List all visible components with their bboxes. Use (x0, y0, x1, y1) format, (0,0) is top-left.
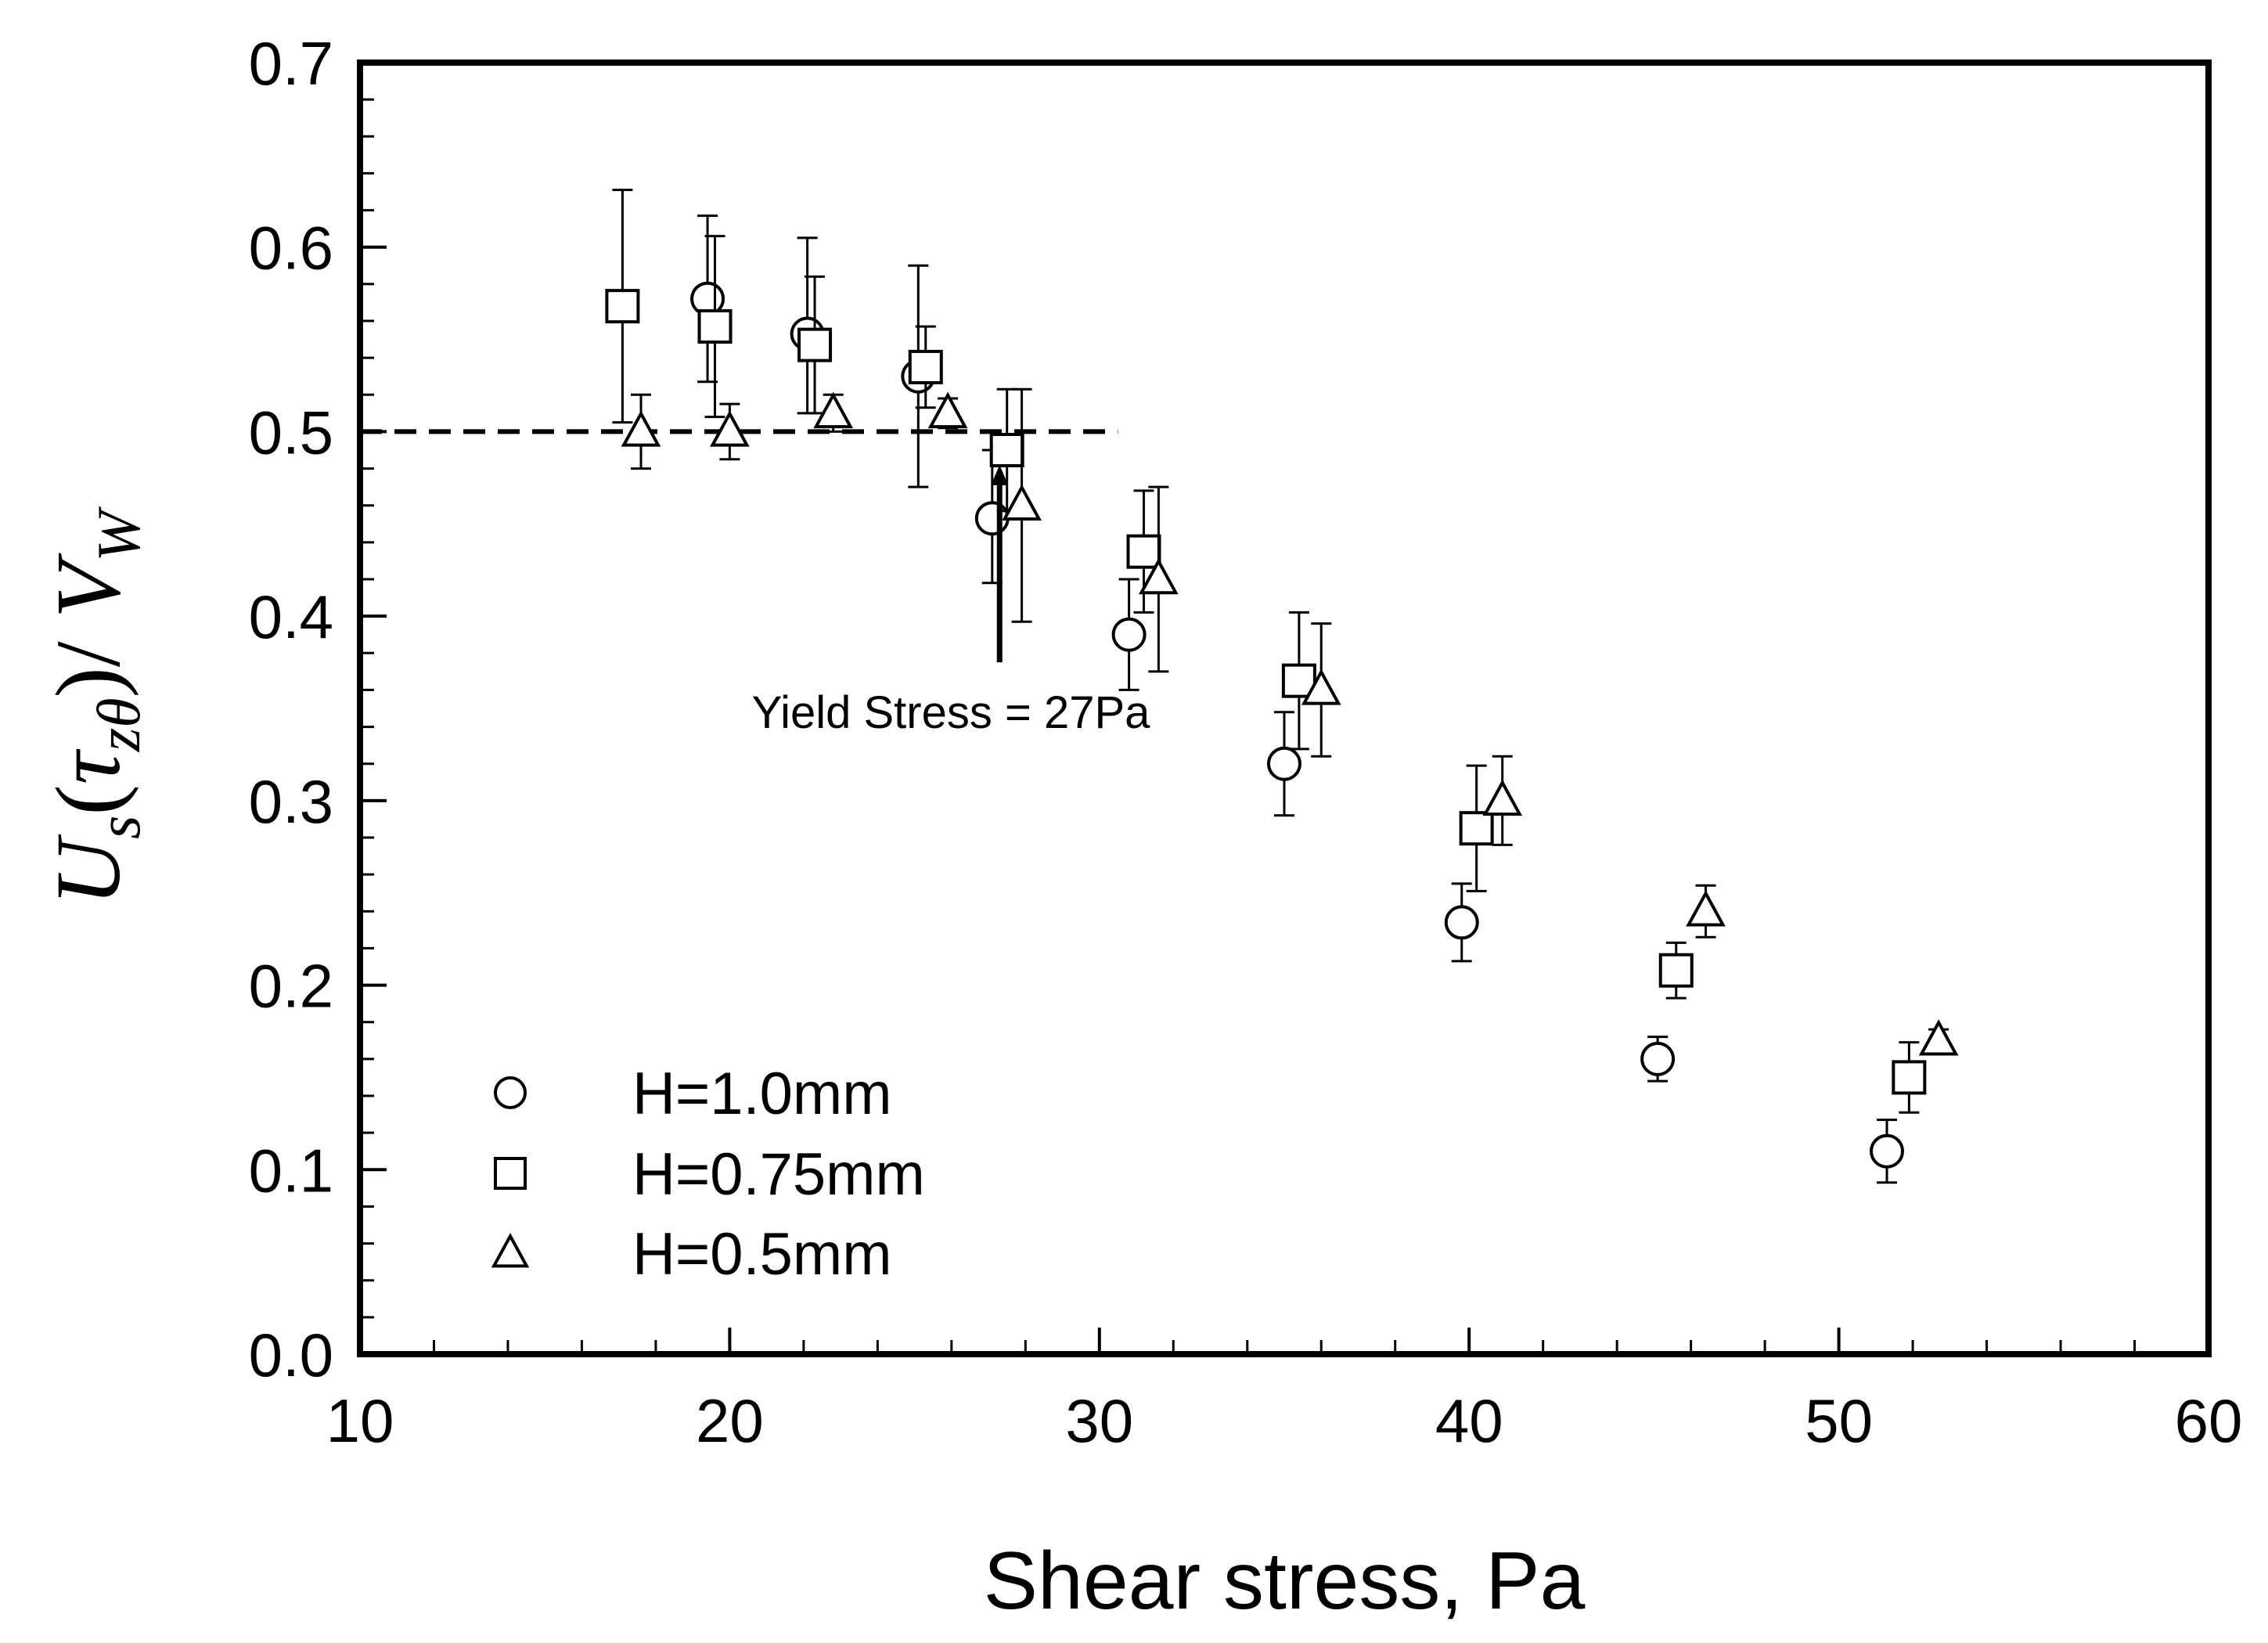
x-tick-label: 40 (1435, 1386, 1503, 1455)
y-tick-label: 0.6 (249, 214, 333, 283)
x-tick-label: 50 (1805, 1386, 1873, 1455)
x-tick-label: 10 (326, 1386, 394, 1455)
yield-arrowhead (991, 464, 1009, 485)
series-layer (605, 189, 1959, 1184)
data-point-triangle (491, 1232, 530, 1268)
legend-label: H=0.75mm (632, 1141, 925, 1208)
data-point-square (797, 327, 833, 362)
ylabel-open: ( (37, 784, 139, 815)
y-tick-label: 0.4 (249, 582, 333, 651)
data-point-circle (1870, 1133, 1905, 1169)
legend: H=1.0mm H=0.75mm H=0.5mm (491, 1061, 925, 1288)
legend-item: H=0.5mm (491, 1221, 892, 1288)
legend-item: H=0.75mm (494, 1141, 925, 1208)
data-point-square (1459, 811, 1494, 846)
data-point-triangle (1918, 1019, 1959, 1056)
data-point-triangle (813, 391, 854, 429)
ylabel-ztheta: zθ (85, 697, 153, 752)
annotation-layer: Yield Stress = 27Pa (752, 464, 1151, 738)
legend-label: H=0.5mm (632, 1221, 892, 1288)
ylabel-tau: τ (37, 748, 139, 784)
data-point-triangle (927, 391, 968, 429)
data-point-circle (1111, 617, 1147, 652)
svg-text:Us(τzθ)/ VW: Us(τzθ)/ VW (37, 506, 153, 906)
ylabel-s: s (85, 816, 153, 839)
x-tick-labels: 10 20 30 40 50 60 (326, 1386, 2243, 1455)
data-point-square (494, 1157, 527, 1190)
minor-ticks (360, 98, 2137, 1354)
y-tick-label: 0.3 (249, 767, 333, 836)
y-tick-label: 0.2 (249, 952, 333, 1021)
data-point-triangle (1301, 668, 1341, 705)
y-tick-label: 0.1 (249, 1136, 333, 1205)
data-point-triangle (1482, 779, 1523, 816)
data-point-circle (494, 1076, 527, 1109)
y-tick-label: 0.5 (249, 398, 333, 467)
series-square (605, 189, 1927, 1114)
data-point-square (908, 349, 943, 384)
legend-item: H=1.0mm (494, 1061, 892, 1127)
data-point-circle (1640, 1041, 1676, 1076)
data-point-triangle (1686, 890, 1726, 927)
data-point-square (989, 433, 1024, 467)
y-tick-label: 0.0 (249, 1321, 333, 1389)
data-point-square (1126, 534, 1161, 569)
y-tick-label: 0.7 (249, 29, 333, 98)
data-point-square (697, 309, 733, 344)
data-point-triangle (1002, 484, 1042, 521)
x-tick-label: 60 (2175, 1386, 2243, 1455)
data-point-circle (1267, 746, 1301, 781)
data-point-square (1658, 953, 1694, 988)
ylabel-v: V (37, 553, 139, 618)
yield-annotation: Yield Stress = 27Pa (752, 687, 1151, 738)
data-point-circle (1444, 905, 1479, 940)
data-point-triangle (621, 410, 661, 447)
data-point-triangle (1139, 557, 1179, 595)
x-tick-label: 20 (696, 1386, 764, 1455)
ylabel-w: W (85, 506, 153, 562)
plot-frame (357, 59, 2212, 1357)
data-point-square (605, 289, 640, 324)
data-point-triangle (710, 410, 750, 447)
y-tick-labels: 0.0 0.1 0.2 0.3 0.4 0.5 0.6 0.7 (249, 29, 333, 1389)
legend-label: H=1.0mm (632, 1061, 892, 1127)
x-axis-title: Shear stress, Pa (984, 1536, 1586, 1627)
ylabel-close: )/ (37, 618, 139, 698)
ylabel-u: U (37, 834, 139, 906)
series-triangle (621, 387, 1959, 1056)
y-axis-title: Us(τzθ)/ VW (37, 506, 153, 906)
x-tick-label: 30 (1065, 1386, 1133, 1455)
data-point-square (1892, 1060, 1927, 1095)
